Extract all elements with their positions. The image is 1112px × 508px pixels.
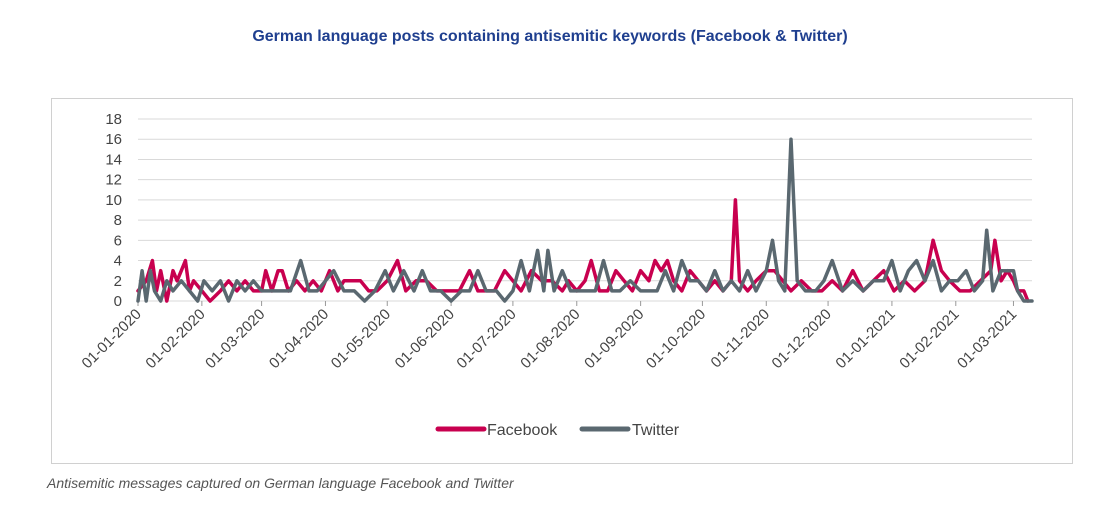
chart-title: German language posts containing antisem… <box>252 28 848 45</box>
legend-label-facebook: Facebook <box>487 422 558 439</box>
y-axis-ticks: 0 2 4 6 8 10 12 14 16 18 <box>105 111 122 310</box>
legend-label-twitter: Twitter <box>632 422 680 439</box>
chart-caption: Antisemitic messages captured on German … <box>47 475 514 491</box>
y-tick-label: 16 <box>105 131 122 148</box>
x-tick-label: 01-06-2020 <box>392 306 458 372</box>
y-tick-label: 18 <box>105 111 122 128</box>
x-tick-label: 01-08-2020 <box>517 306 583 372</box>
y-tick-label: 10 <box>105 192 122 209</box>
y-tick-label: 14 <box>105 151 122 168</box>
series-lines <box>136 137 1034 303</box>
chart-frame <box>51 98 1073 464</box>
x-axis-ticks: 01-01-202001-02-202001-03-202001-04-2020… <box>79 301 1020 372</box>
x-tick-label: 01-10-2020 <box>643 306 709 372</box>
legend: Facebook Twitter <box>435 422 680 439</box>
series-line-twitter <box>136 137 1034 303</box>
x-tick-label: 01-11-2020 <box>708 306 773 371</box>
x-tick-label: 01-01-2020 <box>79 306 145 372</box>
x-tick-label: 01-03-2020 <box>202 306 268 372</box>
x-tick-label: 01-01-2021 <box>832 306 898 372</box>
series-line-facebook <box>136 198 1030 303</box>
y-tick-label: 8 <box>114 212 122 229</box>
y-tick-label: 0 <box>114 293 122 310</box>
x-tick-label: 01-05-2020 <box>328 306 394 372</box>
y-tick-label: 6 <box>114 232 122 249</box>
x-tick-label: 01-04-2020 <box>266 306 332 372</box>
x-tick-label: 01-09-2020 <box>581 306 647 372</box>
x-tick-label: 01-02-2020 <box>142 306 208 372</box>
x-tick-label: 01-07-2020 <box>453 306 519 372</box>
y-tick-label: 12 <box>105 172 122 189</box>
y-tick-label: 2 <box>114 273 122 290</box>
x-tick-label: 01-02-2021 <box>896 306 962 372</box>
y-tick-label: 4 <box>114 253 122 270</box>
x-tick-label: 01-03-2021 <box>954 306 1020 372</box>
grid-lines <box>138 118 1032 302</box>
x-tick-label: 01-12-2020 <box>769 306 835 372</box>
